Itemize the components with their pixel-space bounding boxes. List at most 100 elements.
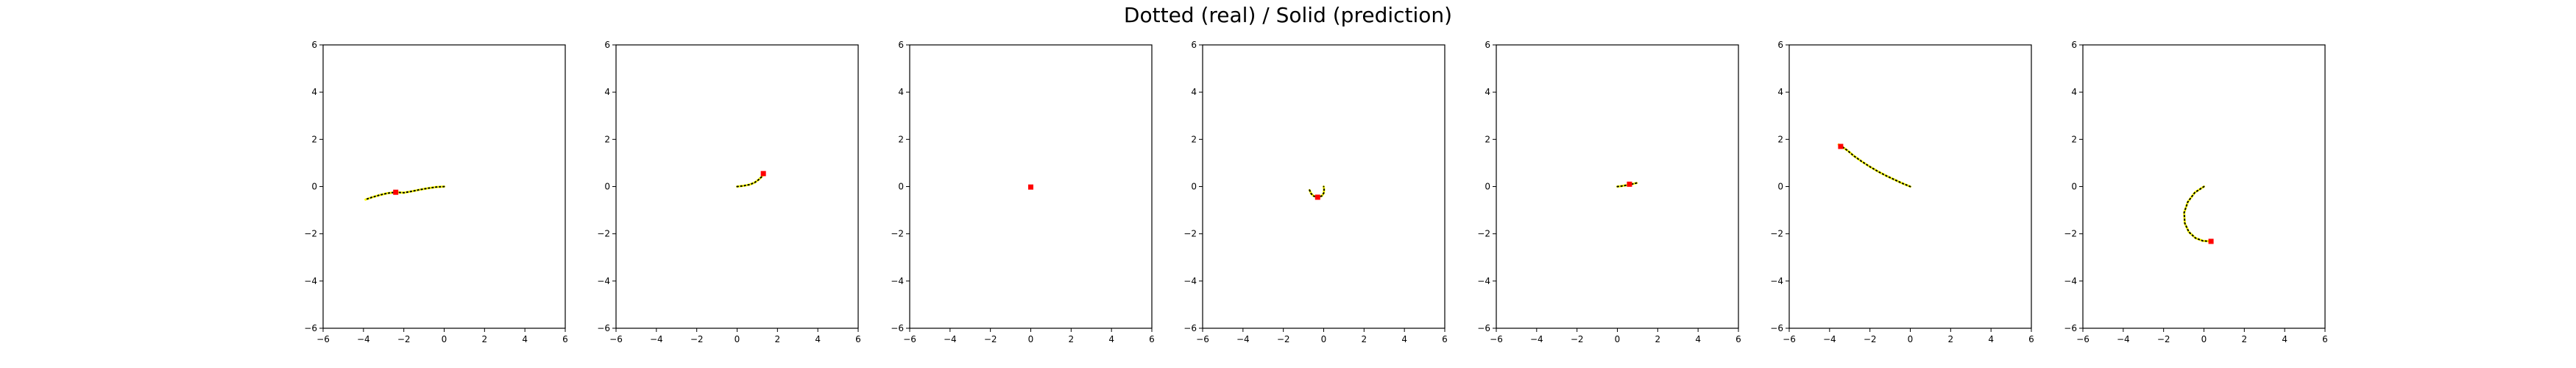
start-marker	[1627, 181, 1632, 187]
x-tick-label: 4	[815, 334, 821, 344]
x-tick-label: −2	[1277, 334, 1290, 344]
start-marker	[1314, 194, 1320, 200]
x-tick-label: 2	[775, 334, 781, 344]
x-tick-label: −6	[903, 334, 916, 344]
x-tick-label: 2	[1655, 334, 1661, 344]
x-tick-label: −4	[1236, 334, 1250, 344]
x-tick-label: 4	[1988, 334, 1994, 344]
x-tick-label: 0	[1321, 334, 1327, 344]
y-tick-label: 2	[1191, 134, 1197, 144]
x-tick-label: −6	[1490, 334, 1503, 344]
subplot-7: −6 −4 −2 0 2 4 6 −6 −4 −2 0 2 4 6	[2064, 40, 2328, 344]
x-tick-label: −6	[1196, 334, 1209, 344]
y-tick-label: 2	[1777, 134, 1783, 144]
x-tick-label: −6	[1783, 334, 1796, 344]
y-tick-label: −2	[2064, 229, 2077, 239]
y-tick-label: −4	[1183, 276, 1197, 286]
y-tick-label: 2	[311, 134, 317, 144]
y-tick-label: −4	[891, 276, 904, 286]
x-tick-label: −4	[2117, 334, 2130, 344]
x-tick-label: 2	[1362, 334, 1367, 344]
x-tick-label: −2	[1571, 334, 1584, 344]
x-tick-label: −4	[650, 334, 663, 344]
y-tick-label: −4	[597, 276, 610, 286]
x-tick-label: 6	[1735, 334, 1741, 344]
start-marker	[760, 171, 766, 177]
y-tick-label: −6	[1477, 323, 1490, 333]
x-tick-label: 0	[1615, 334, 1621, 344]
y-tick-label: −2	[1183, 229, 1197, 239]
x-tick-label: 6	[562, 334, 568, 344]
y-tick-label: 6	[311, 40, 317, 50]
start-marker	[1838, 144, 1844, 149]
subplot-6: −6 −4 −2 0 2 4 6 −6 −4 −2 0 2 4 6	[1770, 40, 2034, 344]
y-tick-label: 6	[898, 40, 904, 50]
y-tick-label: −2	[891, 229, 904, 239]
x-tick-label: 6	[2028, 334, 2034, 344]
y-tick-label: 4	[604, 87, 610, 97]
x-tick-label: 0	[735, 334, 740, 344]
y-tick-label: 0	[1191, 182, 1197, 192]
x-tick-label: 6	[855, 334, 861, 344]
x-tick-label: 0	[1028, 334, 1034, 344]
real-line	[2183, 185, 2212, 242]
real-line	[1838, 144, 1911, 188]
x-tick-label: 2	[482, 334, 488, 344]
y-tick-label: −6	[597, 323, 610, 333]
y-tick-label: 4	[1485, 87, 1490, 97]
x-tick-label: −2	[984, 334, 997, 344]
x-tick-label: −6	[2076, 334, 2090, 344]
x-tick-label: 4	[1108, 334, 1114, 344]
x-tick-label: 4	[522, 334, 528, 344]
subplot-5: −6 −4 −2 0 2 4 6 −6 −4 −2 0 2 4 6	[1477, 40, 1741, 344]
x-tick-label: −4	[357, 334, 370, 344]
y-tick-label: −2	[304, 229, 317, 239]
y-tick-label: 6	[2071, 40, 2077, 50]
y-tick-label: −4	[1477, 276, 1490, 286]
real-line	[364, 185, 445, 201]
x-tick-label: 6	[1149, 334, 1155, 344]
y-tick-label: 4	[1777, 87, 1783, 97]
figure-title: Dotted (real) / Solid (prediction)	[1123, 3, 1453, 27]
subplot-1: −6 −4 −2 0 2 4 6 −6 −4 −2 0 2 4 6	[304, 40, 568, 344]
y-tick-label: 4	[1191, 87, 1197, 97]
y-tick-label: 2	[2071, 134, 2077, 144]
x-tick-label: 0	[442, 334, 447, 344]
x-tick-label: 2	[1948, 334, 1954, 344]
y-tick-label: −2	[597, 229, 610, 239]
y-tick-label: 0	[311, 182, 317, 192]
y-tick-label: 0	[1485, 182, 1490, 192]
y-tick-label: −2	[1770, 229, 1783, 239]
subplot-2: −6 −4 −2 0 2 4 6 −6 −4 −2 0 2 4 6	[597, 40, 861, 344]
x-tick-label: 6	[2322, 334, 2328, 344]
x-tick-label: 0	[2201, 334, 2207, 344]
y-tick-label: 4	[311, 87, 317, 97]
subplot-3: −6 −4 −2 0 2 4 6 −6 −4 −2 0 2 4 6	[891, 40, 1155, 344]
x-tick-label: −2	[1864, 334, 1877, 344]
y-tick-label: 4	[2071, 87, 2077, 97]
y-tick-label: 0	[898, 182, 904, 192]
real-line	[736, 174, 765, 188]
y-tick-label: 6	[1191, 40, 1197, 50]
x-tick-label: 4	[1695, 334, 1701, 344]
start-marker	[1028, 184, 1033, 190]
subplot-4: −6 −4 −2 0 2 4 6 −6 −4 −2 0 2 4 6	[1183, 40, 1448, 344]
x-tick-label: −2	[690, 334, 704, 344]
start-marker	[2208, 238, 2214, 244]
x-tick-label: −6	[609, 334, 623, 344]
x-tick-label: −6	[316, 334, 330, 344]
y-tick-label: 6	[1777, 40, 1783, 50]
y-tick-label: −6	[1183, 323, 1197, 333]
y-tick-label: −4	[2064, 276, 2077, 286]
y-tick-label: 0	[2071, 182, 2077, 192]
x-tick-label: −2	[397, 334, 411, 344]
y-tick-label: 0	[1777, 182, 1783, 192]
y-tick-label: 2	[1485, 134, 1490, 144]
x-tick-label: −4	[944, 334, 957, 344]
y-tick-label: 0	[604, 182, 610, 192]
y-tick-label: −6	[304, 323, 317, 333]
x-tick-label: 2	[2242, 334, 2248, 344]
start-marker	[393, 189, 399, 195]
x-tick-label: 4	[2282, 334, 2287, 344]
y-tick-label: 2	[604, 134, 610, 144]
